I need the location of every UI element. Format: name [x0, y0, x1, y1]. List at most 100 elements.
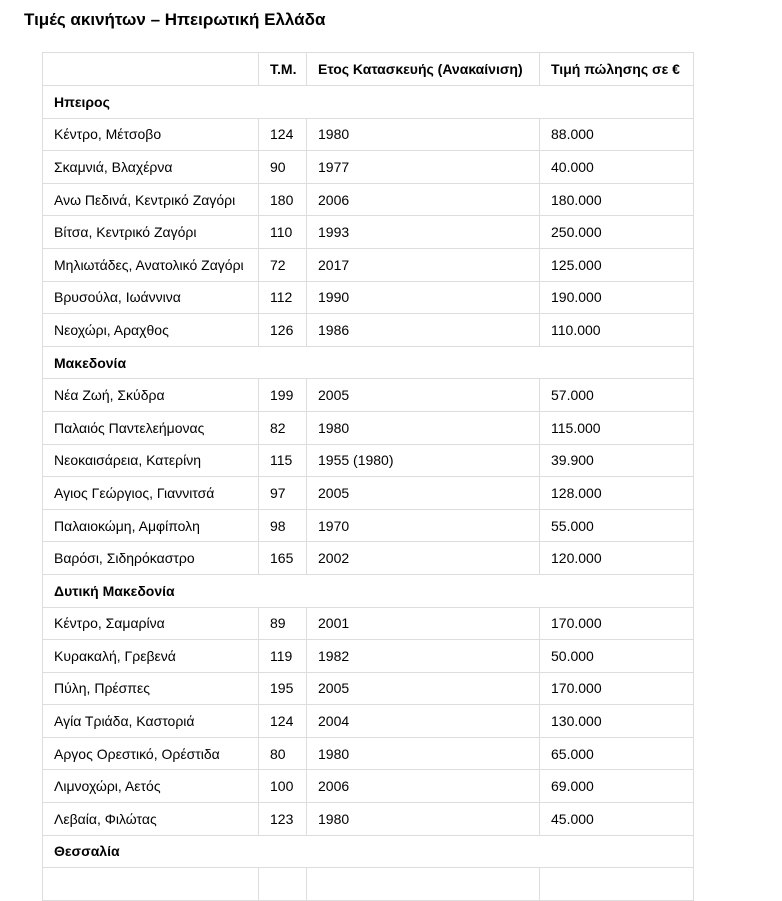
cell-area: 112: [258, 280, 307, 315]
table-row: Παλαιός Παντελεήμονας 82 1980 115.000: [42, 410, 694, 445]
cell-year: 1977: [306, 150, 540, 184]
cell-area: 80: [258, 736, 307, 771]
cell-price: [539, 867, 694, 901]
cell-year: 1986: [306, 313, 540, 347]
cell-price: 57.000: [539, 378, 694, 412]
cell-area: 72: [258, 247, 307, 282]
cell-price: 170.000: [539, 671, 694, 706]
cell-area: 199: [258, 378, 307, 412]
cell-price: 125.000: [539, 247, 694, 282]
table-row: Βρυσούλα, Ιωάννινα 112 1990 190.000: [42, 280, 694, 315]
region-name: Ηπειρος: [42, 85, 694, 119]
cell-price: 50.000: [539, 639, 694, 673]
region-row: Ηπειρος: [42, 85, 694, 119]
cell-location: Βίτσα, Κεντρικό Ζαγόρι: [42, 215, 259, 249]
table-row: Πύλη, Πρέσπες 195 2005 170.000: [42, 671, 694, 706]
cell-location: Παλαιοκώμη, Αμφίπολη: [42, 508, 259, 543]
cell-location: Κέντρο, Μέτσοβο: [42, 117, 259, 152]
cell-area: 195: [258, 671, 307, 706]
table-row: Μηλιωτάδες, Ανατολικό Ζαγόρι 72 2017 125.00…: [42, 247, 694, 282]
cell-price: 69.000: [539, 769, 694, 804]
cell-area: 89: [258, 606, 307, 641]
region-row: Θεσσαλία: [42, 834, 694, 869]
table-row: [42, 867, 694, 901]
cell-location: Σκαμνιά, Βλαχέρνα: [42, 150, 259, 184]
cell-area: 98: [258, 508, 307, 543]
cell-area: 110: [258, 215, 307, 249]
cell-year: 2002: [306, 541, 540, 575]
cell-year: 2005: [306, 476, 540, 510]
cell-location: [42, 867, 259, 901]
table-header-row: Τ.Μ. Ετος Κατασκευής (Ανακαίνιση) Τιμή π…: [42, 52, 694, 86]
table-row: Κυρακαλή, Γρεβενά 119 1982 50.000: [42, 639, 694, 673]
region-name: Θεσσαλία: [42, 834, 694, 869]
cell-price: 115.000: [539, 410, 694, 445]
cell-location: Νεοχώρι, Αραχθος: [42, 313, 259, 347]
table-row: Αγιος Γεώργιος, Γιαννιτσά 97 2005 128.000: [42, 476, 694, 510]
cell-price: 110.000: [539, 313, 694, 347]
cell-year: 1980: [306, 736, 540, 771]
header-price: Τιμή πώλησης σε €: [539, 52, 694, 86]
region-name: Δυτική Μακεδονία: [42, 573, 694, 608]
cell-year: 1982: [306, 639, 540, 673]
cell-year: 2006: [306, 182, 540, 217]
cell-location: Αργος Ορεστικό, Ορέστιδα: [42, 736, 259, 771]
region-row: Δυτική Μακεδονία: [42, 573, 694, 608]
cell-location: Βρυσούλα, Ιωάννινα: [42, 280, 259, 315]
cell-area: 90: [258, 150, 307, 184]
cell-price: 55.000: [539, 508, 694, 543]
cell-location: Πύλη, Πρέσπες: [42, 671, 259, 706]
region-name: Μακεδονία: [42, 345, 694, 380]
cell-year: 2005: [306, 671, 540, 706]
cell-location: Αγία Τριάδα, Καστοριά: [42, 704, 259, 738]
table-row: Λεβαία, Φιλώτας 123 1980 45.000: [42, 802, 694, 836]
cell-price: 170.000: [539, 606, 694, 641]
header-year: Ετος Κατασκευής (Ανακαίνιση): [306, 52, 540, 86]
table-row: Νεοχώρι, Αραχθος 126 1986 110.000: [42, 313, 694, 347]
header-area: Τ.Μ.: [258, 52, 307, 86]
cell-location: Παλαιός Παντελεήμονας: [42, 410, 259, 445]
cell-price: 39.900: [539, 443, 694, 478]
cell-area: 123: [258, 802, 307, 836]
cell-location: Αγιος Γεώργιος, Γιαννιτσά: [42, 476, 259, 510]
cell-year: 1993: [306, 215, 540, 249]
table-row: Αγία Τριάδα, Καστοριά 124 2004 130.000: [42, 704, 694, 738]
cell-area: [258, 867, 307, 901]
cell-year: 1970: [306, 508, 540, 543]
cell-location: Νέα Ζωή, Σκύδρα: [42, 378, 259, 412]
region-row: Μακεδονία: [42, 345, 694, 380]
cell-area: 165: [258, 541, 307, 575]
cell-price: 120.000: [539, 541, 694, 575]
cell-price: 130.000: [539, 704, 694, 738]
cell-area: 115: [258, 443, 307, 478]
table-row: Νέα Ζωή, Σκύδρα 199 2005 57.000: [42, 378, 694, 412]
cell-price: 88.000: [539, 117, 694, 152]
cell-area: 119: [258, 639, 307, 673]
page-title: Τιμές ακινήτων – Ηπειρωτική Ελλάδα: [24, 10, 326, 29]
cell-area: 126: [258, 313, 307, 347]
property-prices-table: Τ.Μ. Ετος Κατασκευής (Ανακαίνιση) Τιμή π…: [42, 52, 694, 901]
cell-location: Κυρακαλή, Γρεβενά: [42, 639, 259, 673]
cell-price: 190.000: [539, 280, 694, 315]
cell-area: 180: [258, 182, 307, 217]
table-row: Σκαμνιά, Βλαχέρνα 90 1977 40.000: [42, 150, 694, 184]
cell-year: 1980: [306, 410, 540, 445]
cell-price: 65.000: [539, 736, 694, 771]
cell-price: 250.000: [539, 215, 694, 249]
cell-location: Λεβαία, Φιλώτας: [42, 802, 259, 836]
cell-location: Μηλιωτάδες, Ανατολικό Ζαγόρι: [42, 247, 259, 282]
cell-location: Νεοκαισάρεια, Κατερίνη: [42, 443, 259, 478]
cell-year: 2004: [306, 704, 540, 738]
cell-price: 45.000: [539, 802, 694, 836]
cell-price: 128.000: [539, 476, 694, 510]
cell-year: [306, 867, 540, 901]
cell-area: 100: [258, 769, 307, 804]
table-row: Νεοκαισάρεια, Κατερίνη 115 1955 (1980) 39.9…: [42, 443, 694, 478]
cell-year: 2017: [306, 247, 540, 282]
cell-price: 40.000: [539, 150, 694, 184]
table-row: Λιμνοχώρι, Αετός 100 2006 69.000: [42, 769, 694, 804]
cell-location: Κέντρο, Σαμαρίνα: [42, 606, 259, 641]
cell-area: 124: [258, 117, 307, 152]
cell-location: Λιμνοχώρι, Αετός: [42, 769, 259, 804]
table-row: Ανω Πεδινά, Κεντρικό Ζαγόρι 180 2006 180.00…: [42, 182, 694, 217]
